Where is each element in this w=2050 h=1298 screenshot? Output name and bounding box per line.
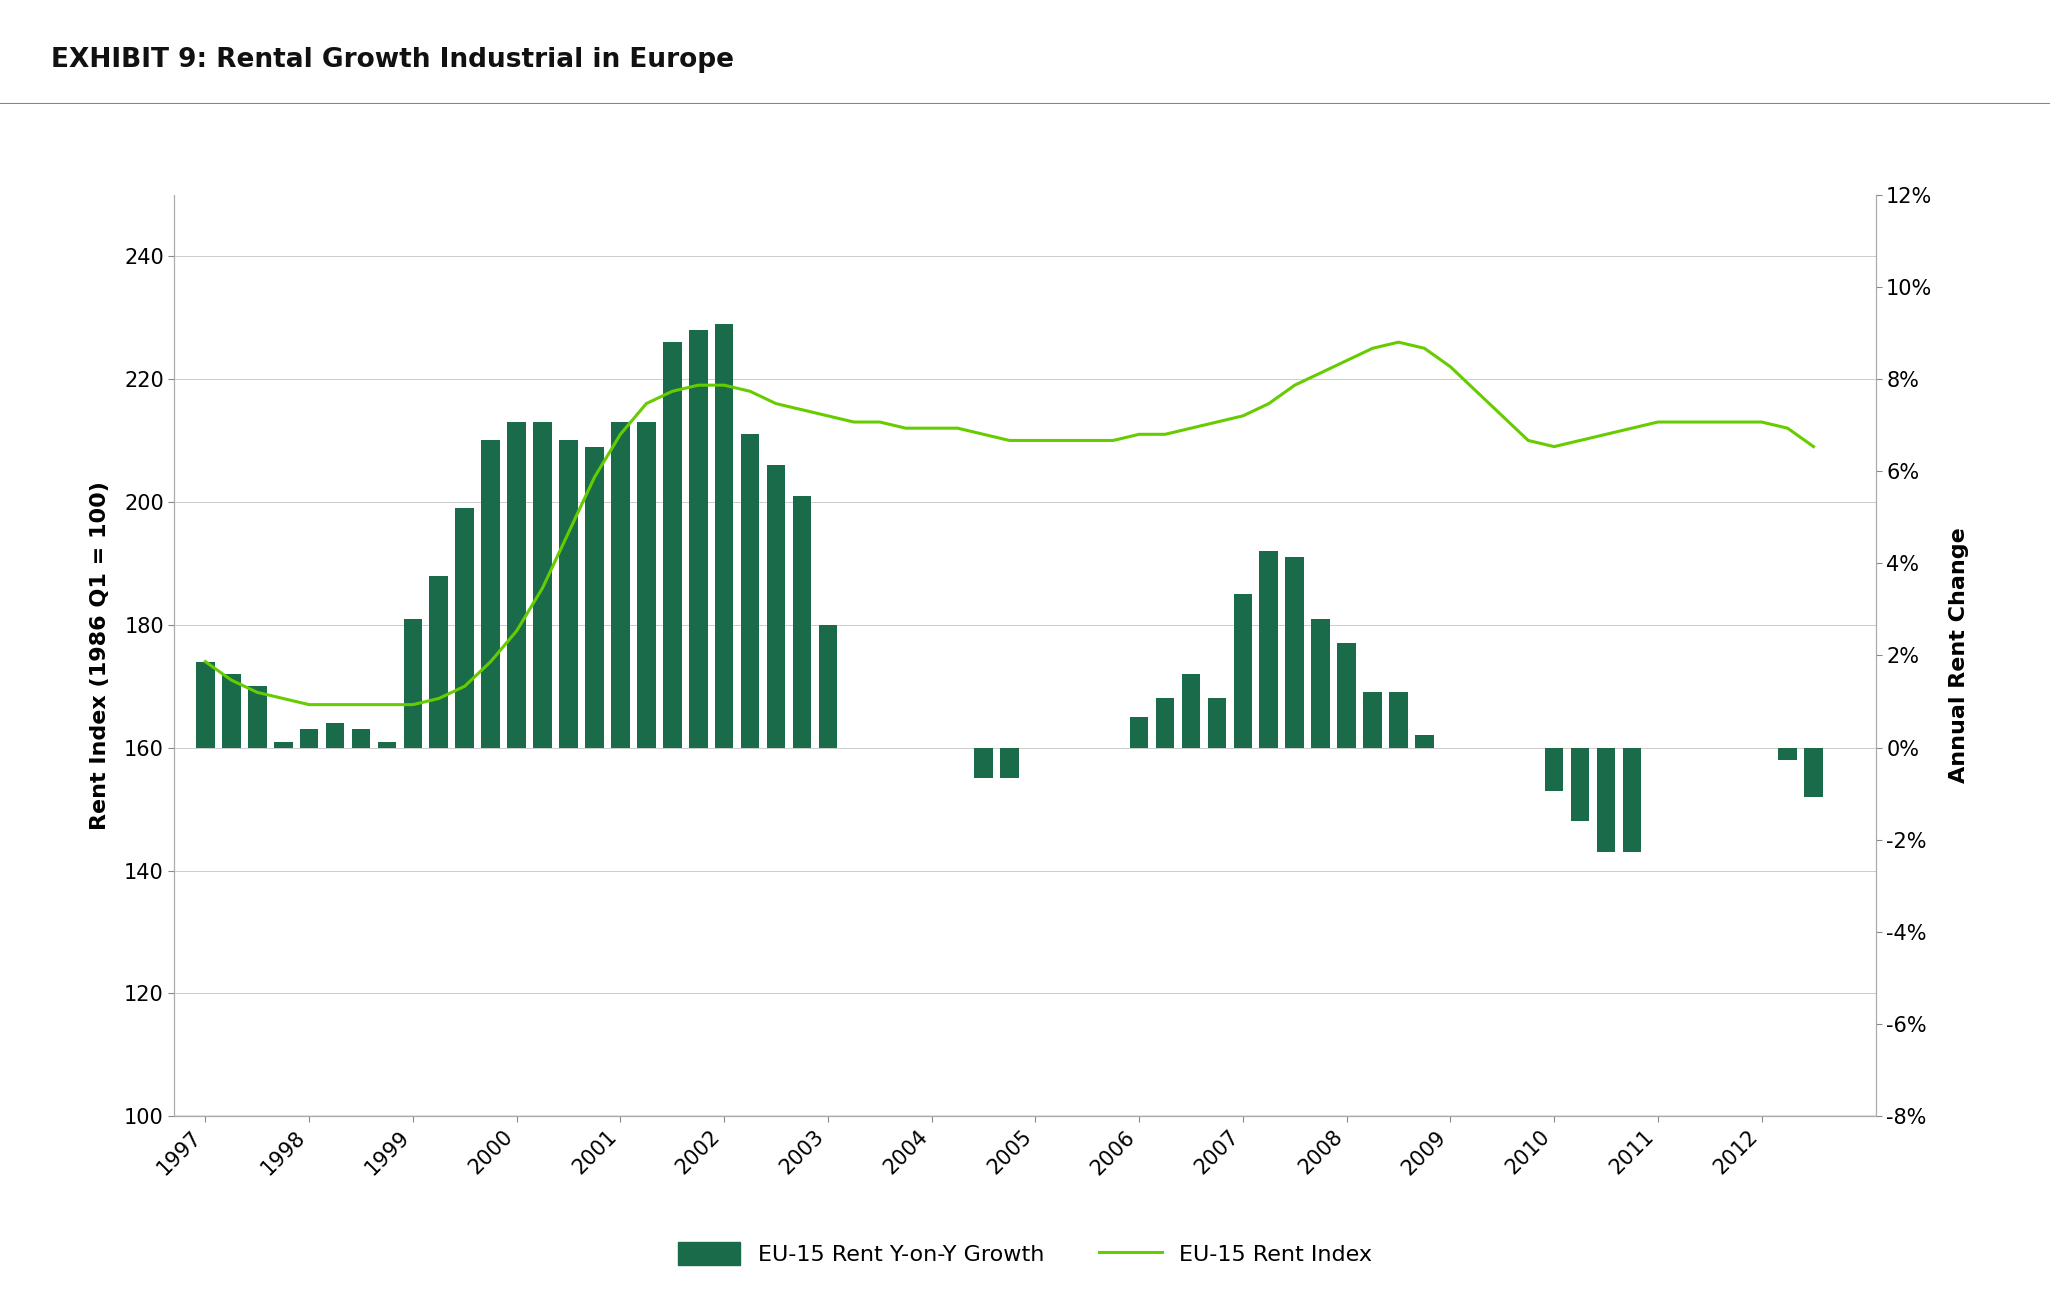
Bar <box>740 435 758 748</box>
Bar <box>1130 716 1148 748</box>
Bar <box>1181 674 1201 748</box>
Bar <box>1285 557 1304 748</box>
Text: EXHIBIT 9: Rental Growth Industrial in Europe: EXHIBIT 9: Rental Growth Industrial in E… <box>51 47 734 73</box>
Bar <box>197 662 215 748</box>
Bar <box>326 723 344 748</box>
Bar <box>1207 698 1226 748</box>
Bar <box>1777 748 1798 759</box>
Bar <box>404 619 422 748</box>
Bar <box>793 496 812 748</box>
Bar <box>1390 692 1408 748</box>
Bar <box>662 343 681 748</box>
Bar <box>506 422 527 748</box>
Bar <box>584 447 605 748</box>
Legend: EU-15 Rent Y-on-Y Growth, EU-15 Rent Index: EU-15 Rent Y-on-Y Growth, EU-15 Rent Ind… <box>668 1233 1382 1273</box>
Bar <box>638 422 656 748</box>
Bar <box>299 729 318 748</box>
Bar <box>1624 748 1642 851</box>
Bar <box>611 422 629 748</box>
Bar <box>818 624 836 748</box>
Bar <box>1234 594 1253 748</box>
Bar <box>1337 644 1355 748</box>
Bar <box>1363 692 1382 748</box>
Bar <box>715 323 734 748</box>
Bar <box>560 440 578 748</box>
Bar <box>353 729 371 748</box>
Bar <box>689 330 707 748</box>
Bar <box>1804 748 1822 797</box>
Bar <box>533 422 551 748</box>
Bar <box>248 687 266 748</box>
Bar <box>377 741 396 748</box>
Bar <box>767 465 785 748</box>
Bar <box>974 748 992 779</box>
Bar <box>275 741 293 748</box>
Bar <box>430 575 449 748</box>
Bar <box>1156 698 1175 748</box>
Bar <box>455 508 474 748</box>
Bar <box>1259 552 1277 748</box>
Bar <box>482 440 500 748</box>
Bar <box>1570 748 1589 822</box>
Bar <box>1546 748 1564 790</box>
Bar <box>1000 748 1019 779</box>
Bar <box>221 674 240 748</box>
Bar <box>1312 619 1330 748</box>
Bar <box>1597 748 1615 851</box>
Y-axis label: Rent Index (1986 Q1 = 100): Rent Index (1986 Q1 = 100) <box>90 482 111 829</box>
Bar <box>1414 736 1433 748</box>
Y-axis label: Annual Rent Change: Annual Rent Change <box>1950 527 1970 784</box>
